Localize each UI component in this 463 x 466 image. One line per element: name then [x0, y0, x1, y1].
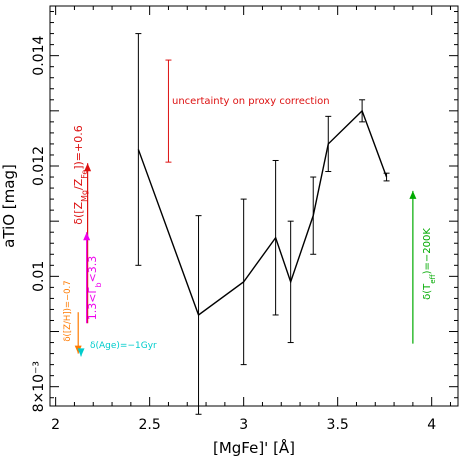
x-tick-label: 3.5	[327, 417, 349, 433]
x-tick-label: 2.5	[139, 417, 161, 433]
plot-frame	[49, 5, 459, 407]
arrow-age-label: δ(Age)=−1Gyr	[90, 341, 157, 351]
x-tick-label: 3	[239, 417, 248, 433]
y-tick-label: 0.014	[31, 36, 47, 76]
y-tick-label: 0.012	[31, 146, 47, 186]
x-tick-label: 2	[51, 417, 60, 433]
arrow-z-h-label: δ([Z/H])=−0.7	[63, 280, 73, 341]
arrow-teff-head	[409, 190, 417, 199]
proxy-label: uncertainty on proxy correction	[172, 96, 330, 107]
y-tick-label: 0.01	[31, 261, 47, 292]
arrow-teff-label: δ(Teff)=−200K	[422, 228, 437, 300]
arrow-mg-fe-label: δ([ZMg/ZFe])=+0.6	[72, 125, 89, 224]
y-axis-title: aTiO [mag]	[0, 164, 18, 248]
arrow-imf-label: 1.3<Γb<3.3	[86, 256, 103, 321]
y-tick-label: 8×10⁻³	[31, 361, 47, 412]
x-tick-label: 4	[427, 417, 436, 433]
tick-labels: 2 2.5 3 3.5 4 8×10⁻³ 0.01 0.012 0.014	[31, 36, 436, 433]
series-line	[137, 109, 388, 317]
series-group	[135, 33, 390, 415]
arrow-imf-head	[83, 232, 91, 241]
arrow-age-head	[77, 348, 85, 357]
arrow-mg-fe-head	[84, 163, 92, 172]
axis-ticks	[50, 6, 458, 406]
annotations: uncertainty on proxy correction δ([ZMg/ZF…	[63, 59, 437, 357]
x-axis-title: [MgFe]' [Å]	[213, 438, 295, 457]
